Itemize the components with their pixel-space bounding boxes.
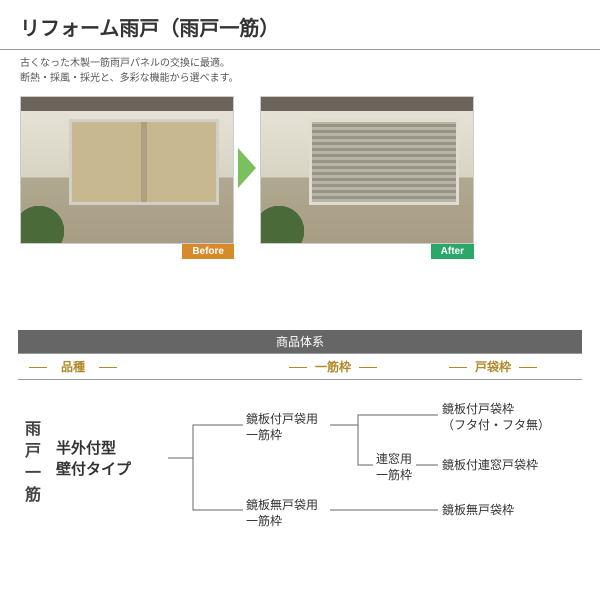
header-frame: 一筋枠 — [248, 354, 418, 379]
mid-a-l2: 一筋枠 — [246, 428, 318, 444]
header-box: 戸袋枠 — [418, 354, 568, 379]
table-section-title: 商品体系 — [18, 330, 582, 353]
right-2: 鏡板付連窓戸袋枠 — [442, 458, 538, 474]
after-block: After — [260, 96, 474, 259]
right-1: 鏡板付戸袋枠 （フタ付・フタ無） — [442, 402, 550, 433]
mid-b-l1: 鏡板無戸袋用 — [246, 498, 318, 514]
before-image — [20, 96, 234, 244]
after-badge: After — [431, 244, 474, 259]
before-badge: Before — [182, 244, 234, 259]
header-kind: 品種 — [18, 354, 128, 379]
product-table-section: 商品体系 品種 _ 一筋枠 戸袋枠 雨戸一筋 半外付型 壁付タイプ — [0, 330, 600, 550]
tree-diagram: 雨戸一筋 半外付型 壁付タイプ 鏡板付戸袋用 一筋枠 鏡板無戸袋用 一筋枠 連窓… — [18, 380, 582, 550]
mid-c-l1: 連窓用 — [376, 452, 412, 468]
right-3: 鏡板無戸袋枠 — [442, 503, 514, 519]
vertical-label: 雨戸一筋 — [18, 420, 42, 508]
r1-l1: 鏡板付戸袋枠 — [442, 402, 550, 418]
mid-c: 連窓用 一筋枠 — [376, 452, 412, 483]
root-text: 半外付型 壁付タイプ — [56, 440, 131, 478]
mid-a: 鏡板付戸袋用 一筋枠 — [246, 412, 318, 443]
before-block: Before — [20, 96, 234, 259]
table-header-row: 品種 _ 一筋枠 戸袋枠 — [18, 353, 582, 380]
subtitle-line2: 断熱・採風・採光と、多彩な機能から選べます。 — [20, 71, 580, 86]
root-node: 半外付型 壁付タイプ — [56, 438, 131, 480]
mid-c-l2: 一筋枠 — [376, 468, 412, 484]
after-image — [260, 96, 474, 244]
mid-b-l2: 一筋枠 — [246, 514, 318, 530]
mid-a-l1: 鏡板付戸袋用 — [246, 412, 318, 428]
r1-l2: （フタ付・フタ無） — [442, 418, 550, 434]
page-title: リフォーム雨戸（雨戸一筋） — [0, 0, 600, 50]
subtitle-line1: 古くなった木製一筋雨戸パネルの交換に最適。 — [20, 56, 580, 71]
mid-b: 鏡板無戸袋用 一筋枠 — [246, 498, 318, 529]
before-after-row: Before After — [0, 90, 600, 259]
subtitle-block: 古くなった木製一筋雨戸パネルの交換に最適。 断熱・採風・採光と、多彩な機能から選… — [0, 50, 600, 90]
arrow-icon — [238, 148, 256, 188]
